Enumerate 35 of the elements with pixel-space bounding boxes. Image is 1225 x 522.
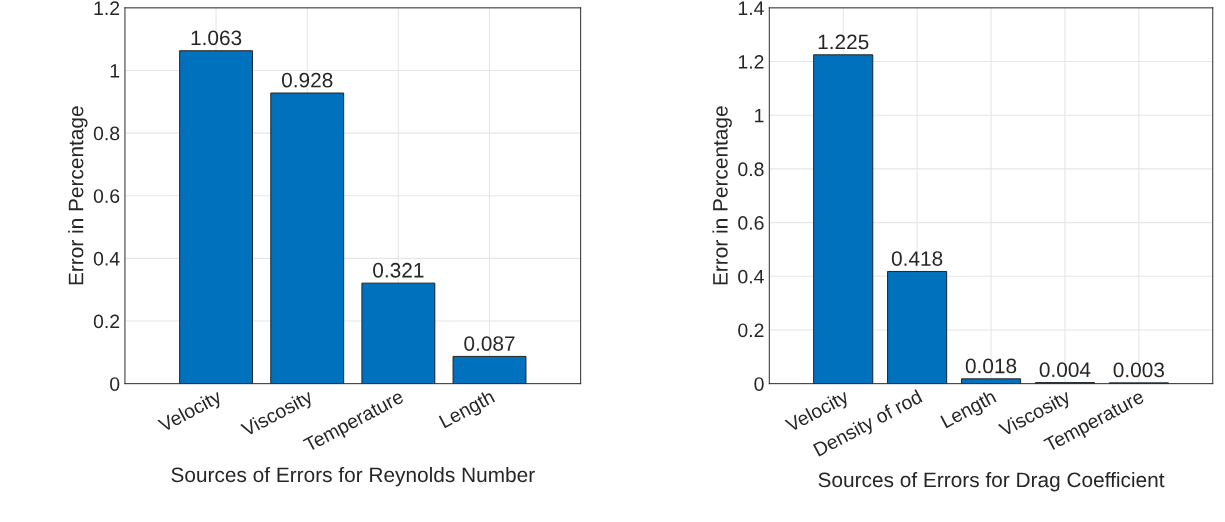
y-tick-label: 0.8 (738, 162, 764, 177)
bar (887, 270, 948, 384)
y-tick-label: 0.4 (738, 269, 764, 284)
data-label: 0.018 (965, 358, 1017, 374)
x-axis-title: Sources of Errors for Drag Coefficient (818, 471, 1165, 492)
bar (179, 50, 254, 384)
x-axis-title: Sources of Errors for Reynolds Number (171, 466, 535, 487)
y-tick-label: 0 (754, 377, 764, 391)
y-tick-label: 0.2 (738, 323, 764, 338)
y-axis-title: Error in Percentage (68, 106, 88, 285)
data-label: 0.003 (1113, 362, 1164, 378)
y-tick-label: 0.6 (738, 216, 764, 230)
data-label: 0.004 (1039, 362, 1091, 378)
bar (813, 54, 874, 384)
data-label: 1.225 (818, 34, 869, 50)
bar (452, 355, 527, 384)
y-tick-label: 0 (110, 377, 120, 391)
y-tick-label: 0.2 (93, 314, 120, 329)
y-tick-label: 0.8 (93, 126, 120, 141)
data-label: 1.063 (191, 30, 242, 46)
y-tick-label: 1.4 (738, 1, 764, 15)
y-axis-title: Error in Percentage (712, 106, 732, 285)
data-label: 0.928 (281, 72, 333, 88)
bar (270, 92, 345, 384)
y-tick-label: 1.2 (738, 54, 764, 69)
y-tick-label: 1.2 (94, 1, 120, 15)
data-label: 0.087 (464, 336, 515, 351)
data-label: 0.321 (373, 262, 424, 278)
bar (361, 282, 436, 384)
bar (960, 378, 1022, 384)
y-tick-label: 0.6 (93, 189, 120, 203)
data-label: 0.418 (891, 251, 943, 266)
y-tick-label: 0.4 (93, 251, 120, 266)
y-tick-label: 1 (755, 108, 764, 123)
y-tick-label: 1 (110, 64, 120, 78)
